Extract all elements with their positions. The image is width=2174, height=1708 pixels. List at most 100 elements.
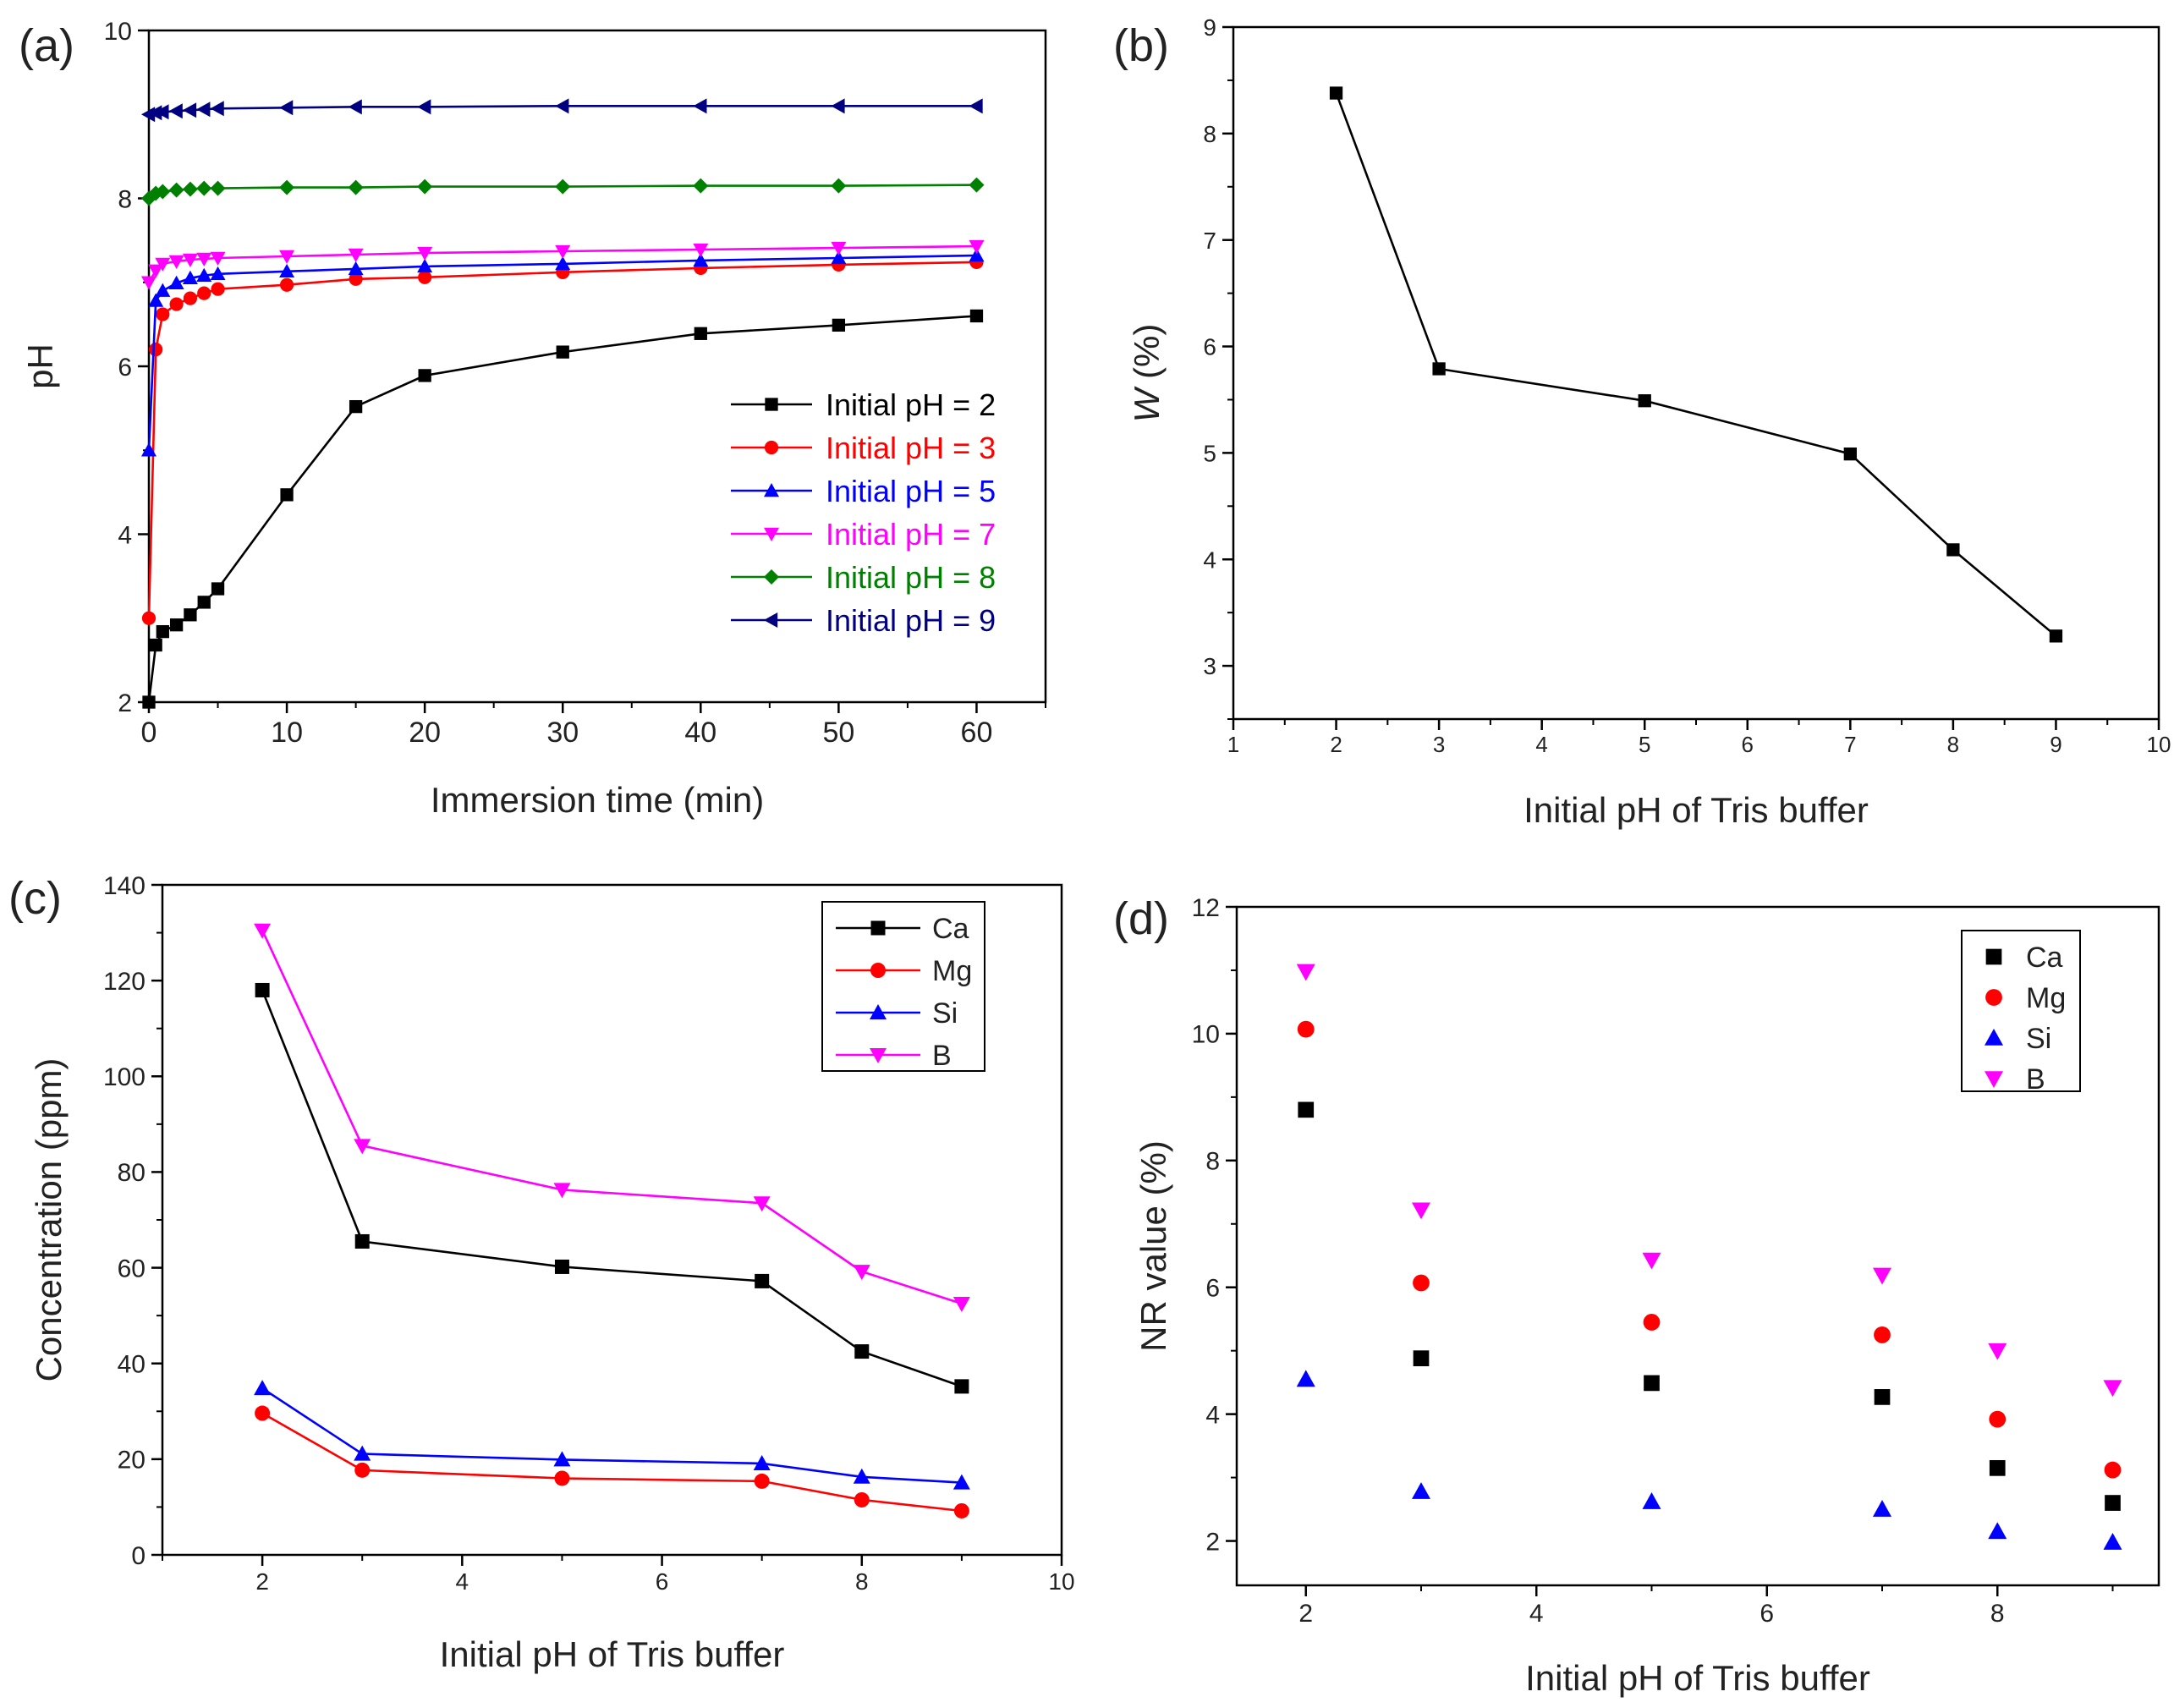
y-tick-label: 9 — [1203, 14, 1216, 41]
legend-marker — [870, 963, 886, 978]
x-tick-label: 10 — [2147, 732, 2171, 757]
panel-a: 0 10 20 30 40 50 60 2 4 6 8 10 (a) Immersion time (mi… — [19, 18, 1047, 820]
data-point — [156, 624, 169, 639]
legend-entry: Initial pH = 3 — [731, 431, 996, 465]
data-point — [1843, 447, 1857, 461]
legend-entry: Mg — [836, 955, 972, 987]
series-b — [254, 923, 970, 1312]
data-point — [155, 104, 169, 120]
y-tick-label: 2 — [1205, 1528, 1220, 1556]
legend-marker — [764, 483, 779, 497]
legend-entry: Si — [1985, 1023, 2051, 1055]
x-tick-label: 4 — [1529, 1600, 1544, 1628]
panel-b: 1 2 3 4 5 6 7 8 9 10 3 4 5 6 7 8 9 (b) Initial pH of Tris … — [1113, 14, 2171, 830]
legend-label: Initial pH = 3 — [826, 431, 996, 465]
data-point — [183, 291, 198, 305]
y-tick-label: 80 — [118, 1159, 145, 1187]
legend-label: Mg — [932, 955, 972, 987]
data-point — [417, 99, 431, 115]
data-point — [182, 181, 198, 197]
series-initial-ph-2 — [142, 309, 984, 709]
data-point — [2103, 1533, 2122, 1550]
data-point — [969, 247, 985, 262]
x-tick-label: 8 — [1947, 732, 1959, 757]
data-point — [693, 178, 709, 194]
data-point — [279, 263, 295, 278]
data-point — [952, 1297, 970, 1312]
series-line — [1335, 92, 2057, 637]
y-tick-label: 10 — [104, 18, 132, 46]
data-point — [953, 1502, 969, 1519]
x-tick-label: 10 — [271, 717, 303, 749]
data-point — [2105, 1495, 2121, 1511]
x-tick-label: 6 — [656, 1568, 669, 1595]
data-point — [2104, 1461, 2122, 1479]
data-point — [148, 293, 164, 307]
data-point — [831, 178, 847, 194]
series-ca — [1298, 1101, 2121, 1511]
x-tick-label: 5 — [1639, 732, 1650, 757]
legend-label: Initial pH = 5 — [826, 474, 996, 508]
data-point — [954, 1379, 969, 1394]
data-point — [182, 102, 197, 118]
data-point — [348, 261, 364, 276]
data-point — [753, 1454, 771, 1470]
data-point — [349, 399, 363, 414]
data-point — [755, 1273, 770, 1288]
data-point — [348, 248, 364, 262]
data-point — [254, 1380, 272, 1396]
y-tick-label: 2 — [118, 689, 132, 717]
data-point — [1413, 1350, 1430, 1367]
legend: Ca Mg Si B — [821, 901, 985, 1072]
legend-label: Si — [932, 997, 958, 1030]
data-point — [1329, 86, 1343, 100]
x-axis-label: Initial pH of Tris buffer — [1525, 1658, 1870, 1698]
data-point — [141, 276, 156, 290]
data-point — [279, 250, 295, 264]
data-point — [210, 266, 226, 281]
data-point — [255, 982, 270, 997]
data-point — [1873, 1267, 1891, 1285]
data-point — [155, 283, 171, 297]
legend-marker — [870, 1004, 887, 1019]
x-tick-label: 2 — [1298, 1600, 1313, 1628]
data-point — [1874, 1326, 1891, 1343]
x-tick-label: 3 — [1433, 732, 1445, 757]
legend-frame — [1961, 930, 2081, 1092]
data-point — [354, 1233, 370, 1249]
data-point — [211, 582, 225, 596]
data-point — [1988, 1343, 2007, 1360]
series-initial-ph-8 — [141, 177, 985, 206]
data-point — [555, 98, 569, 114]
data-point — [853, 1265, 870, 1281]
x-tick-label: 2 — [255, 1568, 269, 1595]
y-tick-label: 60 — [118, 1255, 145, 1282]
legend-label: B — [932, 1040, 952, 1072]
data-point — [349, 272, 363, 286]
panel-label: (a) — [19, 20, 74, 71]
x-tick-label: 6 — [1760, 1600, 1774, 1628]
x-tick-label: 30 — [546, 717, 579, 749]
legend-marker — [870, 1048, 887, 1063]
y-tick-label: 8 — [118, 185, 132, 213]
x-tick-label: 20 — [409, 717, 441, 749]
data-point — [196, 252, 212, 266]
data-point — [555, 244, 571, 260]
data-point — [754, 1473, 770, 1489]
data-point — [354, 1462, 371, 1478]
panel-label: (b) — [1113, 20, 1169, 71]
data-point — [210, 180, 226, 196]
data-point — [254, 923, 272, 939]
x-tick-label: 6 — [1742, 732, 1754, 757]
legend-marker — [870, 920, 886, 936]
data-point — [197, 286, 211, 300]
plot-frame — [1235, 905, 2160, 1587]
series-mg — [255, 1405, 969, 1519]
data-point — [969, 309, 984, 323]
data-point — [693, 98, 707, 114]
data-point — [969, 177, 985, 193]
y-tick-label: 6 — [1203, 334, 1216, 360]
data-point — [142, 695, 156, 709]
series-initial-ph-9 — [141, 98, 983, 123]
